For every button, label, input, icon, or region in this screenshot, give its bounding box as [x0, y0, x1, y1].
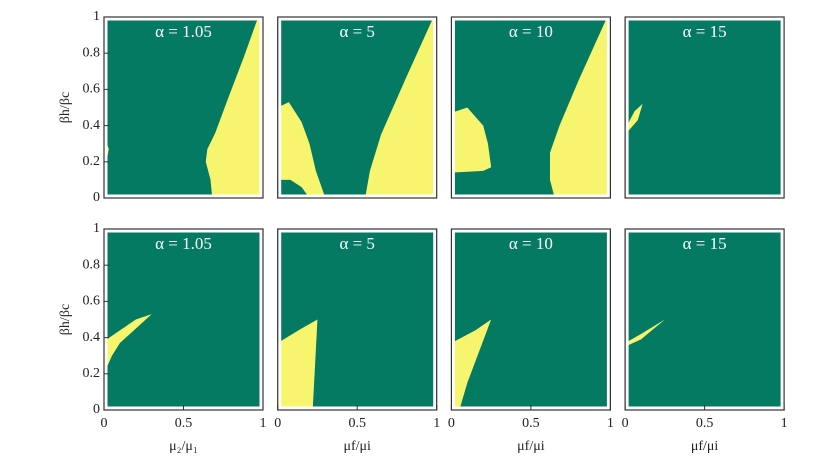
plot-frame	[103, 16, 264, 199]
region	[451, 107, 492, 173]
y-tick-label: 1	[93, 9, 100, 24]
region	[451, 319, 492, 410]
plot-background	[625, 17, 785, 198]
x-tick-label: 0	[274, 416, 281, 431]
y-tick-label: 0	[93, 402, 100, 417]
panel-title: α = 10	[509, 22, 553, 41]
panel-title: α = 1.05	[155, 234, 212, 253]
panel-title: α = 15	[683, 234, 727, 253]
x-tick-label: 1	[607, 416, 614, 431]
region	[365, 17, 437, 198]
y-tick-label: 0.6	[83, 82, 101, 97]
y-tick-label: 0	[93, 190, 100, 205]
y-tick-label: 0.8	[83, 257, 101, 272]
y-axis-label: βh/βc	[58, 92, 73, 123]
region	[277, 319, 318, 410]
y-tick-label: 0.4	[83, 330, 101, 345]
panel-title: α = 5	[339, 22, 375, 41]
x-tick-label: 0.5	[175, 416, 193, 431]
x-axis-label: μf/μi	[517, 439, 545, 454]
y-axis-label: βh/βc	[58, 304, 73, 335]
x-tick-label: 0	[101, 416, 108, 431]
x-tick-label: 0.5	[522, 416, 540, 431]
x-tick-label: 1	[433, 416, 440, 431]
plot-frame-inner	[625, 17, 784, 198]
region	[625, 319, 665, 347]
region	[549, 17, 611, 198]
y-tick-label: 0.8	[83, 45, 101, 60]
plot-frame-inner	[451, 17, 610, 198]
region	[205, 17, 263, 197]
x-tick-label: 0	[622, 416, 629, 431]
panel-title: α = 15	[683, 22, 727, 41]
plot-frame	[624, 16, 785, 199]
region	[104, 314, 152, 374]
panel-title: α = 10	[509, 234, 553, 253]
x-tick-label: 1	[260, 416, 267, 431]
y-tick-label: 0.6	[83, 294, 101, 309]
x-tick-label: 0	[448, 416, 455, 431]
plot-frame	[277, 16, 438, 199]
plot-frame-inner	[278, 17, 437, 198]
plot-frame	[450, 16, 611, 199]
x-axis-label: μf/μi	[691, 439, 719, 454]
x-tick-label: 0.5	[696, 416, 714, 431]
plot-frame-inner	[104, 17, 263, 198]
x-axis-label: μf/μi	[343, 439, 371, 454]
plot-background	[451, 229, 611, 410]
plot-background	[625, 229, 785, 410]
region	[277, 102, 326, 198]
x-tick-label: 0.5	[348, 416, 366, 431]
y-tick-label: 0.4	[83, 118, 101, 133]
y-tick-label: 1	[93, 221, 100, 236]
region	[625, 103, 643, 132]
y-tick-label: 0.2	[83, 366, 101, 381]
panel-title: α = 5	[339, 234, 375, 253]
plot-background	[104, 229, 263, 410]
panel-title: α = 1.05	[155, 22, 212, 41]
y-tick-label: 0.2	[83, 154, 101, 169]
x-axis-label: μ₂/μ₁	[169, 439, 198, 454]
x-tick-label: 1	[781, 416, 788, 431]
